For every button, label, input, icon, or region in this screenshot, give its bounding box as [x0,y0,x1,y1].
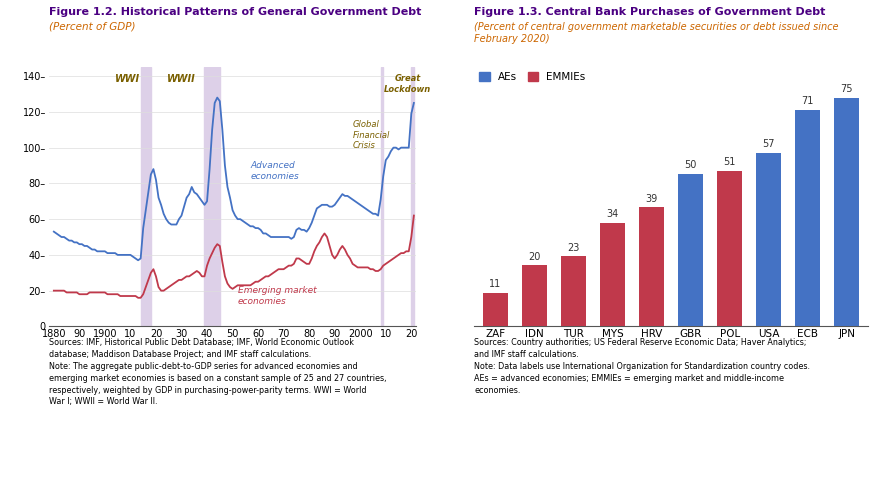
Text: Figure 1.2. Historical Patterns of General Government Debt: Figure 1.2. Historical Patterns of Gener… [49,7,421,17]
Bar [756,153,781,326]
Text: 11: 11 [489,279,501,289]
Bar [522,265,548,326]
Bar [678,174,703,326]
Text: Great
Lockdown: Great Lockdown [384,74,431,94]
Text: 51: 51 [724,157,736,167]
Text: Advanced
economies: Advanced economies [251,161,299,180]
Legend: AEs, EMMIEs: AEs, EMMIEs [479,72,586,83]
Text: 20: 20 [528,252,540,262]
Text: Figure 1.3. Central Bank Purchases of Government Debt: Figure 1.3. Central Bank Purchases of Go… [474,7,826,17]
Bar [483,293,509,326]
Text: 39: 39 [646,194,657,204]
Bar [381,67,384,326]
Text: WWII: WWII [167,74,196,84]
Text: 50: 50 [685,160,697,170]
Text: (Percent of GDP): (Percent of GDP) [49,22,136,32]
Bar [717,171,742,326]
Bar [834,98,859,326]
Text: 34: 34 [606,209,618,219]
Bar [600,223,626,326]
Text: Sources: IMF, Historical Public Debt Database; IMF, World Economic Outlook
datab: Sources: IMF, Historical Public Debt Dat… [49,338,386,407]
Text: 71: 71 [802,96,814,106]
Bar [411,67,414,326]
Text: 75: 75 [841,84,853,94]
Bar [141,67,151,326]
Text: (Percent of central government marketable securities or debt issued since
Februa: (Percent of central government marketabl… [474,22,838,44]
Text: Emerging market
economies: Emerging market economies [237,286,316,306]
Text: 57: 57 [763,139,775,149]
Bar [205,67,220,326]
Text: 23: 23 [567,242,579,252]
Text: Global
Financial
Crisis: Global Financial Crisis [353,120,390,150]
Bar [639,207,664,326]
Text: Sources: Country authorities; US Federal Reserve Economic Data; Haver Analytics;: Sources: Country authorities; US Federal… [474,338,810,395]
Text: WWI: WWI [115,74,141,84]
Bar [561,256,587,326]
Bar [795,110,820,326]
